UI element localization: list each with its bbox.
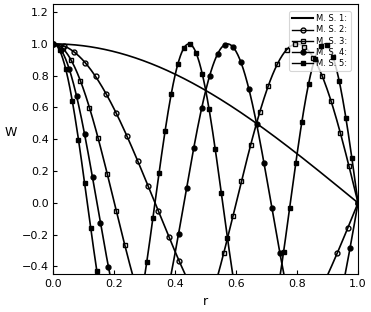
X-axis label: r: r bbox=[203, 295, 208, 308]
Y-axis label: W: W bbox=[4, 126, 17, 139]
Legend: M. S. 1:, M. S. 2:, M. S. 3:, M. S. 4:, M. S. 5:: M. S. 1:, M. S. 2:, M. S. 3:, M. S. 4:, … bbox=[289, 11, 351, 71]
